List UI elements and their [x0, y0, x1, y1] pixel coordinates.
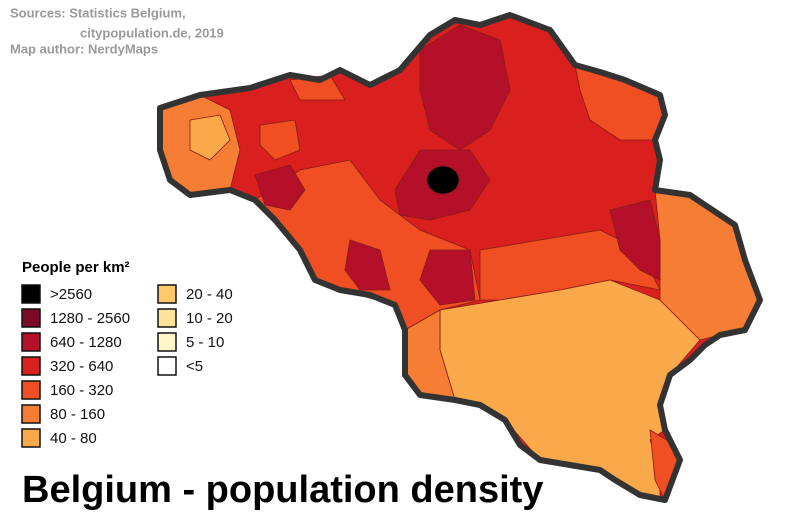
legend-label: 20 - 40 — [186, 286, 233, 303]
legend-label: 5 - 10 — [186, 334, 224, 351]
region — [259, 119, 301, 161]
legend-title: People per km² — [22, 259, 130, 276]
legend-swatch — [21, 332, 41, 352]
legend-swatch — [157, 332, 177, 352]
region — [479, 229, 661, 301]
legend-label: 160 - 320 — [50, 382, 113, 399]
region — [254, 164, 306, 211]
legend: People per km² >2560 1280 - 2560 640 - 128… — [21, 259, 233, 448]
legend-label: 320 - 640 — [50, 358, 113, 375]
legend-label: 10 - 20 — [186, 310, 233, 327]
region — [344, 239, 391, 291]
legend-swatch — [21, 380, 41, 400]
author-text: Map author: NerdyMaps — [10, 41, 158, 56]
legend-swatch — [21, 284, 41, 304]
legend-swatch — [157, 308, 177, 328]
region — [419, 24, 511, 151]
region — [419, 249, 476, 306]
region — [426, 165, 460, 195]
legend-label: 1280 - 2560 — [50, 310, 130, 327]
source-text: citypopulation.de, 2019 — [80, 25, 224, 40]
map-title: Belgium - population density — [22, 469, 543, 511]
legend-swatch — [21, 308, 41, 328]
legend-label: >2560 — [50, 286, 92, 303]
legend-swatch — [157, 284, 177, 304]
legend-swatch — [21, 404, 41, 424]
legend-swatch — [157, 356, 177, 376]
region — [189, 114, 231, 161]
legend-swatch — [21, 428, 41, 448]
country-border — [157, 12, 763, 503]
legend-swatch — [21, 356, 41, 376]
region — [609, 199, 661, 281]
legend-label: 80 - 160 — [50, 406, 105, 423]
legend-label: <5 — [186, 358, 203, 375]
belgium-map — [157, 12, 763, 503]
legend-label: 40 - 80 — [50, 430, 97, 447]
source-text: Sources: Statistics Belgium, — [10, 5, 186, 20]
legend-label: 640 - 1280 — [50, 334, 122, 351]
